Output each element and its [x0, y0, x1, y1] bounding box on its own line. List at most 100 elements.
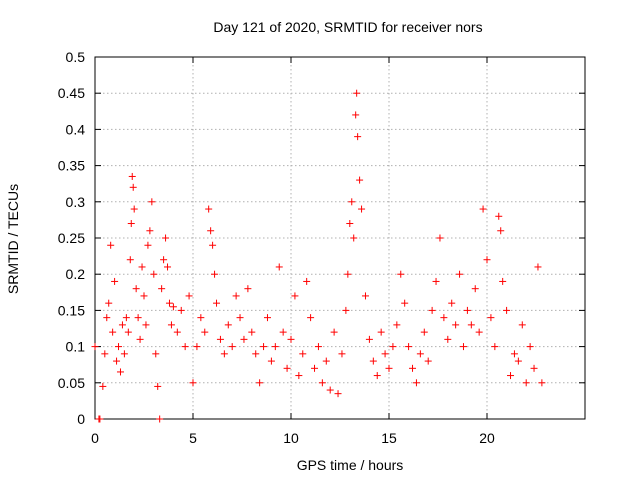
data-point — [440, 314, 448, 322]
data-point — [240, 335, 248, 343]
data-point — [356, 176, 364, 184]
data-point — [318, 379, 326, 387]
data-point — [358, 205, 366, 213]
data-point — [105, 299, 113, 307]
data-point — [256, 379, 264, 387]
data-point — [260, 343, 268, 351]
data-point — [291, 292, 299, 300]
data-point — [111, 277, 119, 285]
data-point — [122, 314, 130, 322]
data-point — [322, 357, 330, 365]
data-point — [271, 343, 279, 351]
data-point — [471, 285, 479, 293]
x-tick-label: 5 — [189, 430, 197, 446]
data-point — [369, 357, 377, 365]
data-point — [479, 205, 487, 213]
data-point — [497, 227, 505, 235]
data-point — [146, 227, 154, 235]
y-tick-label: 0.15 — [58, 302, 85, 318]
data-point — [101, 350, 109, 358]
data-point — [314, 343, 322, 351]
data-point — [334, 390, 342, 398]
data-point — [538, 379, 546, 387]
data-point — [412, 379, 420, 387]
y-tick-label: 0.5 — [66, 49, 86, 65]
data-point — [389, 343, 397, 351]
chart-title: Day 121 of 2020, SRMTID for receiver nor… — [213, 19, 482, 35]
x-tick-label: 20 — [479, 430, 495, 446]
data-point — [216, 335, 224, 343]
x-tick-label: 0 — [91, 430, 99, 446]
data-point — [91, 343, 99, 351]
y-tick-label: 0.3 — [66, 194, 86, 210]
y-tick-label: 0 — [77, 411, 85, 427]
data-point — [207, 227, 215, 235]
data-point — [130, 205, 138, 213]
data-point — [118, 321, 126, 329]
data-point — [177, 306, 185, 314]
data-point — [530, 364, 538, 372]
data-point — [534, 263, 542, 271]
data-point — [189, 379, 197, 387]
y-tick-label: 0.25 — [58, 230, 85, 246]
data-point — [518, 321, 526, 329]
y-tick-label: 0.05 — [58, 375, 85, 391]
data-point — [127, 220, 135, 228]
data-point — [353, 89, 361, 97]
data-point — [205, 205, 213, 213]
data-point — [244, 285, 252, 293]
data-point — [393, 321, 401, 329]
data-point — [126, 256, 134, 264]
x-axis-label: GPS time / hours — [297, 457, 404, 473]
data-points — [91, 89, 546, 423]
data-point — [209, 241, 217, 249]
data-point — [348, 198, 356, 206]
axis-ticks — [94, 56, 585, 420]
data-point — [330, 328, 338, 336]
data-point — [352, 111, 360, 119]
data-point — [487, 314, 495, 322]
data-point — [107, 241, 115, 249]
data-point — [354, 133, 362, 141]
data-point — [181, 343, 189, 351]
data-point — [344, 270, 352, 278]
data-point — [448, 299, 456, 307]
data-point — [224, 321, 232, 329]
data-point — [401, 299, 409, 307]
data-point — [169, 303, 177, 311]
data-point — [436, 234, 444, 242]
data-point — [463, 306, 471, 314]
data-point — [467, 321, 475, 329]
x-tick-label: 15 — [381, 430, 397, 446]
data-point — [416, 350, 424, 358]
data-point — [397, 270, 405, 278]
data-point — [495, 212, 503, 220]
data-point — [503, 306, 511, 314]
data-point — [213, 299, 221, 307]
y-tick-labels: 0 0.05 0.1 0.15 0.2 0.25 0.3 0.35 0.4 0.45 0.5 — [58, 49, 85, 427]
y-tick-label: 0.45 — [58, 85, 85, 101]
data-point — [475, 328, 483, 336]
data-point — [236, 314, 244, 322]
data-point — [263, 314, 271, 322]
data-point — [385, 364, 393, 372]
data-point — [346, 220, 354, 228]
data-point — [432, 277, 440, 285]
y-tick-label: 0.4 — [66, 121, 86, 137]
data-point — [361, 292, 369, 300]
y-axis-label: SRMTID / TECUs — [5, 184, 21, 294]
data-point — [491, 343, 499, 351]
data-point — [197, 314, 205, 322]
data-point — [173, 328, 181, 336]
data-point — [109, 328, 117, 336]
data-point — [193, 343, 201, 351]
data-point — [144, 241, 152, 249]
data-point — [128, 172, 136, 180]
data-point — [420, 328, 428, 336]
data-point — [103, 314, 111, 322]
data-point — [365, 335, 373, 343]
data-point — [129, 183, 137, 191]
data-point — [138, 263, 146, 271]
data-point — [160, 256, 168, 264]
data-point — [483, 256, 491, 264]
